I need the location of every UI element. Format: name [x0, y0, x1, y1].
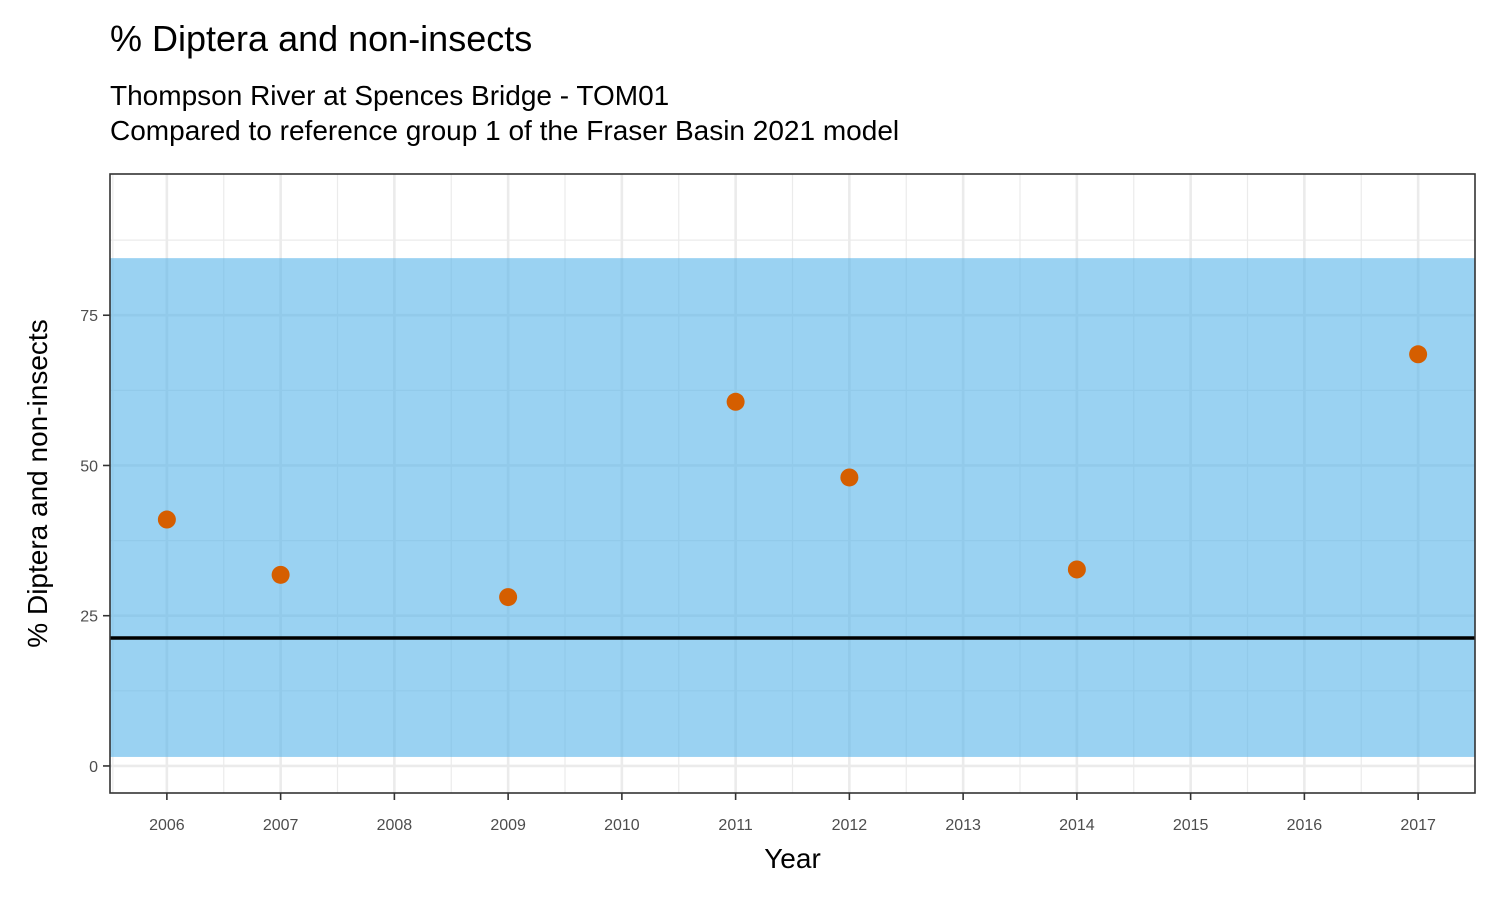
y-axis-title: % Diptera and non-insects [22, 319, 53, 647]
data-point [157, 510, 176, 529]
data-point [726, 392, 745, 411]
x-tick-label: 2013 [945, 817, 981, 834]
x-tick-label: 2011 [718, 817, 753, 834]
chart-subtitle-reference: Compared to reference group 1 of the Fra… [110, 115, 900, 146]
chart-subtitle-site: Thompson River at Spences Bridge - TOM01 [110, 80, 670, 111]
data-point [499, 588, 518, 607]
x-tick-label: 2014 [1059, 817, 1095, 834]
x-tick-label: 2007 [263, 817, 299, 834]
axis-ticks: 2006 2007 2008 2009 2010 2011 2012 2013 2014 2015… [80, 308, 1436, 834]
chart-title: % Diptera and non-insects [110, 18, 533, 59]
data-points [157, 345, 1428, 607]
y-tick-label: 50 [80, 458, 98, 475]
data-point [271, 565, 290, 584]
x-tick-label: 2016 [1287, 817, 1323, 834]
data-point [1067, 560, 1086, 579]
data-point [1409, 345, 1428, 364]
x-tick-label: 2015 [1173, 817, 1209, 834]
panel-border [109, 173, 1476, 794]
x-tick-label: 2017 [1400, 817, 1436, 834]
reference-band [110, 258, 1475, 757]
y-tick-label: 0 [89, 759, 98, 776]
x-tick-label: 2012 [832, 817, 868, 834]
x-tick-label: 2010 [604, 817, 640, 834]
y-tick-label: 75 [80, 308, 98, 325]
x-tick-label: 2008 [377, 817, 413, 834]
data-point [840, 468, 859, 487]
x-axis-title: Year [764, 843, 821, 874]
y-tick-label: 25 [80, 609, 98, 626]
x-tick-label: 2009 [490, 817, 526, 834]
x-tick-label: 2006 [149, 817, 185, 834]
